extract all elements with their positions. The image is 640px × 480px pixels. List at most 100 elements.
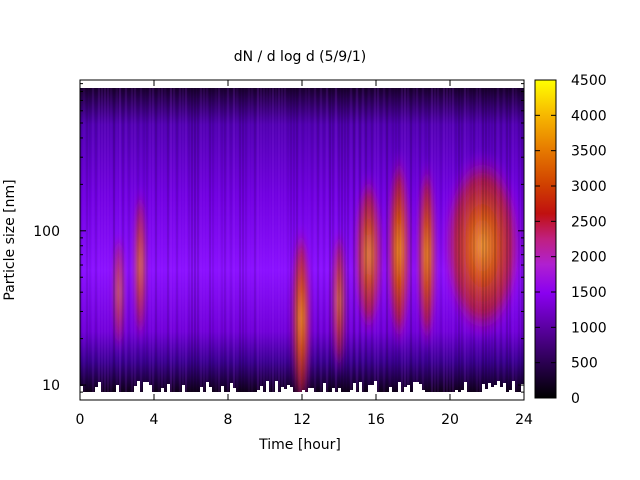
- heatmap-column: [200, 88, 202, 392]
- missing-data-cell: [260, 386, 263, 392]
- heatmap-column: [503, 88, 505, 392]
- heatmap-column: [161, 88, 163, 392]
- heatmap-column: [311, 88, 313, 392]
- y-tick-label: 100: [33, 224, 60, 240]
- heatmap-column: [233, 88, 235, 392]
- burst-blob: [440, 149, 524, 342]
- heatmap-column: [224, 88, 226, 392]
- colorbar-tick-label: 4500: [571, 73, 607, 89]
- missing-data-cell: [137, 381, 140, 392]
- heatmap-column: [371, 88, 373, 392]
- missing-data-cell: [281, 387, 284, 392]
- missing-data-cell: [287, 385, 290, 392]
- x-tick-label: 0: [76, 412, 85, 428]
- x-tick-label: 8: [224, 412, 233, 428]
- heatmap-column: [206, 88, 208, 392]
- heatmap-column: [368, 88, 370, 392]
- heatmap-column: [461, 88, 463, 392]
- burst-blob: [387, 148, 412, 352]
- heatmap-column: [398, 88, 400, 392]
- heatmap-column: [392, 88, 394, 392]
- missing-data-cell: [359, 382, 362, 392]
- heatmap-column: [89, 88, 91, 392]
- heatmap-column: [275, 88, 277, 392]
- colorbar-tick-label: 2000: [571, 250, 607, 266]
- missing-data-cell: [230, 383, 233, 392]
- heatmap-column: [296, 88, 298, 392]
- heatmap-column: [221, 88, 223, 392]
- heatmap-column: [113, 88, 115, 392]
- missing-data-cell: [407, 385, 410, 392]
- heatmap-column: [170, 88, 172, 392]
- missing-data-cell: [233, 388, 236, 392]
- missing-data-cell: [404, 387, 407, 392]
- heatmap-column: [308, 88, 310, 392]
- heatmap-column: [194, 88, 196, 392]
- missing-data-cell: [350, 390, 353, 392]
- missing-data-cell: [419, 384, 422, 392]
- heatmap-column: [239, 88, 241, 392]
- heatmap-column: [131, 88, 133, 392]
- heatmap-column: [455, 88, 457, 392]
- heatmap-column: [179, 88, 181, 392]
- heatmap-column: [521, 88, 523, 392]
- heatmap-column: [359, 88, 361, 392]
- missing-data-cell: [338, 388, 341, 392]
- missing-data-cell: [302, 390, 305, 392]
- x-tick-label: 16: [367, 412, 385, 428]
- heatmap-column: [395, 88, 397, 392]
- heatmap-column: [383, 88, 385, 392]
- heatmap-column: [380, 88, 382, 392]
- heatmap-column: [386, 88, 388, 392]
- missing-data-cell: [482, 384, 485, 392]
- heatmap-column: [425, 88, 427, 392]
- heatmap-column: [389, 88, 391, 392]
- heatmap-column: [110, 88, 112, 392]
- heatmap-column: [410, 88, 412, 392]
- missing-data-cell: [488, 383, 491, 392]
- heatmap-column: [428, 88, 430, 392]
- heatmap-column: [95, 88, 97, 392]
- missing-data-cell: [494, 385, 497, 392]
- heatmap-column: [464, 88, 466, 392]
- plot-area: [80, 88, 524, 392]
- heatmap-column: [146, 88, 148, 392]
- heatmap-column: [167, 88, 169, 392]
- heatmap-column: [518, 88, 520, 392]
- burst-blob: [133, 182, 147, 348]
- x-tick-label: 12: [293, 412, 311, 428]
- heatmap-column: [143, 88, 145, 392]
- heatmap-column: [407, 88, 409, 392]
- burst-blob: [353, 169, 384, 340]
- missing-data-cell: [95, 387, 98, 392]
- heatmap-column: [119, 88, 121, 392]
- heatmap-column: [278, 88, 280, 392]
- heatmap-column: [92, 88, 94, 392]
- heatmap-column: [254, 88, 256, 392]
- heatmap-column: [512, 88, 514, 392]
- heatmap-column: [272, 88, 274, 392]
- heatmap-column: [509, 88, 511, 392]
- heatmap-column: [476, 88, 478, 392]
- missing-data-cell: [221, 386, 224, 392]
- heatmap-column: [83, 88, 85, 392]
- heatmap-column: [323, 88, 325, 392]
- heatmap-column: [263, 88, 265, 392]
- missing-data-cell: [422, 390, 425, 392]
- heatmap-column: [86, 88, 88, 392]
- heatmap-column: [266, 88, 268, 392]
- colorbar-tick-label: 1000: [571, 320, 607, 336]
- heatmap-column: [434, 88, 436, 392]
- heatmap-column: [467, 88, 469, 392]
- heatmap-column: [488, 88, 490, 392]
- heatmap-column: [470, 88, 472, 392]
- missing-data-cell: [464, 382, 467, 392]
- heatmap-column: [284, 88, 286, 392]
- missing-data-cell: [116, 385, 119, 392]
- missing-data-cell: [512, 381, 515, 392]
- heatmap-column: [404, 88, 406, 392]
- heatmap-column: [176, 88, 178, 392]
- missing-data-cell: [134, 386, 137, 392]
- heatmap-column: [209, 88, 211, 392]
